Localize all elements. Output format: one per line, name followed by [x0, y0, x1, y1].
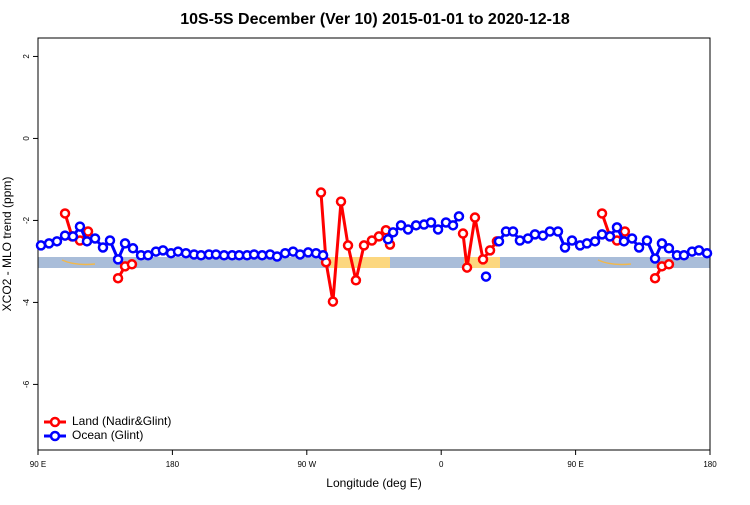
data-point — [67, 231, 79, 242]
data-point — [457, 228, 469, 239]
data-point — [544, 226, 556, 237]
data-point — [59, 208, 71, 219]
data-point — [350, 275, 362, 286]
data-point — [425, 217, 437, 228]
data-point — [529, 229, 541, 240]
data-point — [649, 272, 661, 284]
data-point — [327, 296, 339, 307]
legend-label: Ocean (Glint) — [72, 428, 143, 442]
data-point — [335, 196, 347, 207]
data-point — [248, 249, 260, 260]
data-point — [453, 211, 465, 222]
data-point — [596, 208, 608, 219]
data-point — [552, 226, 564, 237]
data-point — [89, 233, 101, 244]
data-point — [210, 249, 222, 260]
data-point — [469, 212, 481, 223]
data-point — [649, 253, 661, 264]
data-point — [618, 236, 630, 247]
data-point — [142, 250, 154, 261]
data-point — [82, 226, 94, 237]
data-point — [611, 222, 623, 233]
data-point — [581, 238, 593, 249]
data-point — [342, 240, 354, 251]
data-point — [119, 238, 131, 249]
x-tick-label: 90 E — [30, 460, 46, 469]
data-point — [461, 262, 473, 273]
y-tick-label: 0 — [22, 136, 31, 141]
x-tick-label: 0 — [439, 460, 444, 469]
data-point — [493, 236, 505, 247]
y-axis-label: XCO2 - MLO trend (ppm) — [0, 177, 14, 312]
data-point — [35, 240, 47, 251]
data-point — [514, 235, 526, 246]
data-point — [373, 231, 385, 242]
data-point — [432, 224, 444, 235]
data-point — [387, 227, 399, 238]
data-point — [641, 235, 653, 246]
data-point — [484, 245, 496, 256]
data-point — [382, 234, 394, 245]
data-point — [104, 235, 116, 246]
data-point — [619, 226, 631, 237]
data-point — [604, 231, 616, 242]
data-point — [663, 259, 675, 270]
data-point — [315, 187, 327, 198]
data-point — [477, 254, 489, 265]
y-tick-label: 2 — [22, 54, 31, 59]
data-point — [126, 259, 138, 270]
data-point — [112, 254, 124, 265]
data-point — [633, 242, 645, 253]
x-tick-label: 180 — [703, 460, 717, 469]
legend-label: Land (Nadir&Glint) — [72, 414, 171, 428]
x-tick-label: 90 E — [567, 460, 583, 469]
y-tick-label: -6 — [22, 380, 31, 388]
data-point — [180, 247, 192, 259]
data-point — [626, 233, 638, 244]
data-point — [127, 243, 139, 254]
legend-marker — [49, 416, 61, 428]
data-point — [589, 236, 601, 247]
data-point — [97, 242, 109, 253]
data-point — [358, 240, 370, 251]
x-tick-label: 180 — [166, 460, 180, 469]
land-strip — [597, 259, 632, 266]
data-point — [656, 238, 668, 249]
data-point — [402, 224, 414, 235]
data-point — [447, 220, 459, 231]
data-point — [693, 245, 705, 256]
data-point — [566, 235, 578, 246]
data-point — [507, 226, 519, 237]
data-point — [218, 250, 230, 261]
chart-title: 10S-5S December (Ver 10) 2015-01-01 to 2… — [180, 11, 570, 28]
data-point — [74, 221, 86, 232]
data-point — [112, 272, 124, 284]
x-axis-label: Longitude (deg E) — [326, 476, 421, 490]
land-strip — [61, 259, 96, 266]
data-point — [51, 236, 63, 247]
legend-marker — [49, 430, 61, 442]
y-tick-label: -4 — [22, 298, 31, 306]
data-point — [271, 251, 283, 262]
data-point — [559, 242, 571, 253]
data-point — [157, 245, 169, 256]
data-point — [81, 236, 93, 247]
data-point — [294, 249, 306, 260]
data-point — [678, 250, 690, 261]
y-tick-label: -2 — [22, 216, 31, 224]
x-tick-label: 90 W — [297, 460, 316, 469]
data-point — [701, 247, 713, 259]
data-point — [663, 243, 675, 254]
data-point — [317, 250, 329, 261]
data-point — [480, 271, 492, 282]
